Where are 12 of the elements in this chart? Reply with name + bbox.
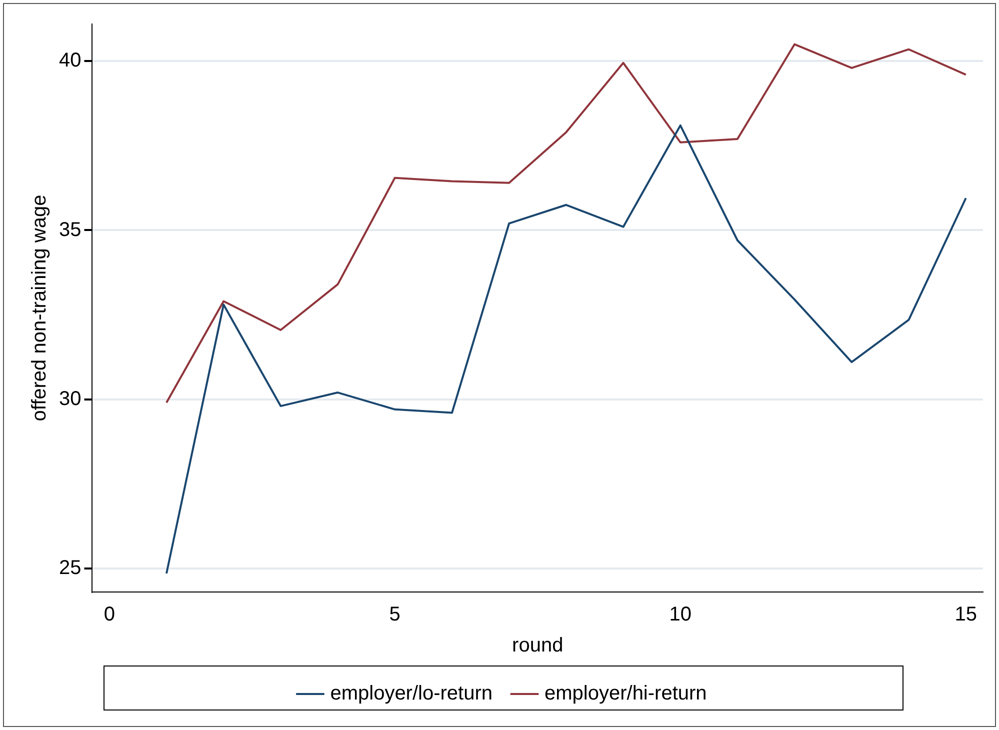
x-axis-title: round: [512, 634, 564, 657]
y-tick-label: 25: [58, 556, 82, 579]
x-tick-label: 15: [954, 604, 977, 626]
y-tick-label: 40: [58, 50, 82, 72]
y-tick-label: 30: [58, 388, 82, 410]
legend-label: employer/lo-return: [330, 682, 493, 705]
legend-label: employer/hi-return: [544, 682, 707, 705]
y-tick-label: 35: [58, 218, 82, 241]
x-tick-label: 0: [104, 604, 115, 626]
x-tick-label: 10: [669, 604, 692, 626]
x-tick-label: 5: [389, 604, 400, 626]
y-axis-title: offered non-training wage: [28, 194, 51, 422]
